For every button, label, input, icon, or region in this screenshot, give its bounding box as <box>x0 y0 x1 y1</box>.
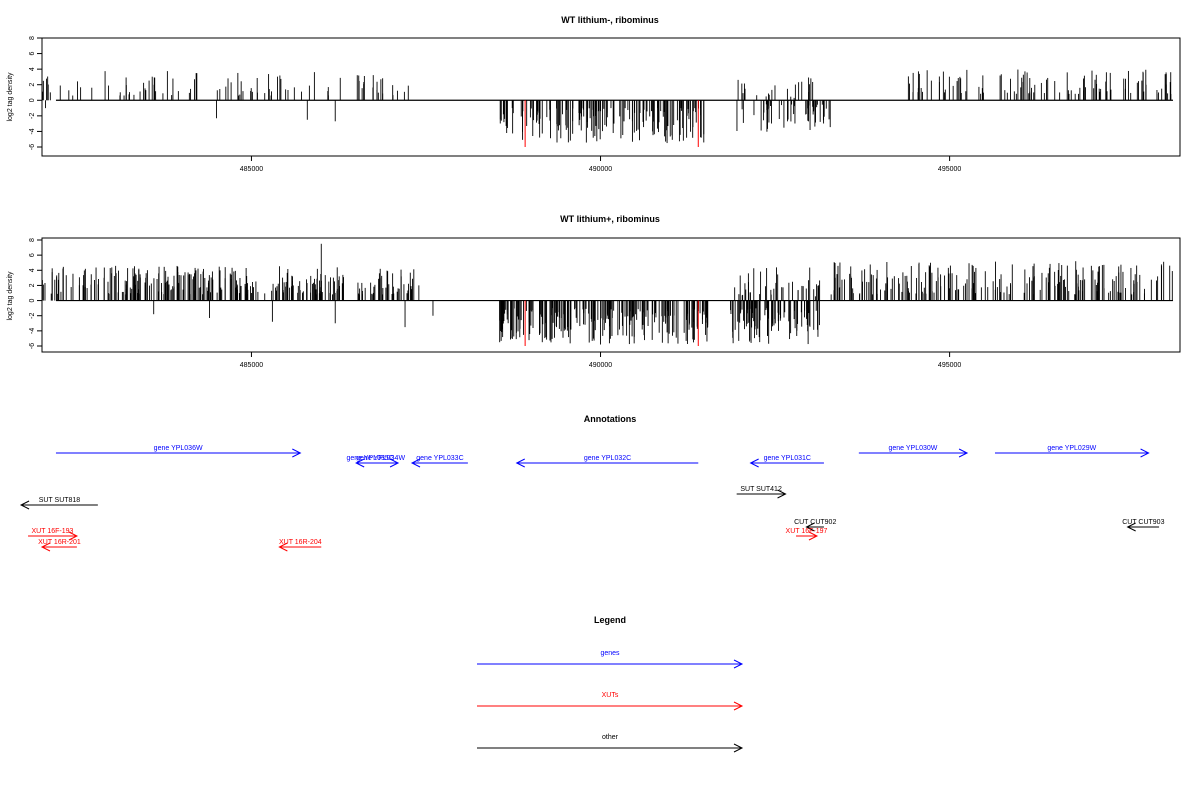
legend-item-other: other <box>477 734 744 753</box>
annotation-label: XUT 16R-201 <box>38 539 81 546</box>
annotation-label: XUT 16F-193 <box>32 528 74 535</box>
annotation-xut-16f-197: XUT 16F-197 <box>786 528 828 541</box>
annotation-label: gene YPL034W <box>356 455 405 462</box>
annotation-arrowhead <box>515 458 525 468</box>
annotation-arrowhead <box>1140 448 1150 458</box>
plot-frame <box>41 37 1181 157</box>
y-tick-label: 6 <box>29 253 36 257</box>
y-tick-label: 0 <box>29 98 36 102</box>
bar-series <box>41 243 1174 346</box>
x-tick-label: 485000 <box>240 362 263 369</box>
x-tick-label: 490000 <box>589 362 612 369</box>
annotation-arrowhead <box>40 542 51 552</box>
bar-series <box>42 69 1174 147</box>
x-tick-label: 495000 <box>938 166 961 173</box>
annotation-label: XUT 16F-197 <box>786 528 828 535</box>
legend-item-genes: genes <box>477 650 744 669</box>
annotation-gene-ypl036w: gene YPL036W <box>55 445 302 458</box>
annotation-label: gene YPL032C <box>584 455 631 462</box>
annotation-label: gene YPL031C <box>764 455 811 462</box>
y-tick-label: -6 <box>29 144 36 150</box>
annotation-arrowhead <box>278 542 288 552</box>
y-axis-label: log2 tag density <box>7 271 14 321</box>
track-panel-lithium-minus: WT lithium-, ribominus log2 tag density … <box>7 15 1181 173</box>
y-tick-label: -4 <box>29 128 36 134</box>
legend-title: Legend <box>594 615 626 625</box>
annotation-label: CUT CUT902 <box>794 519 836 526</box>
annotation-gene-ypl032c: gene YPL032C <box>515 455 699 468</box>
annotation-label: CUT CUT903 <box>1122 519 1164 526</box>
annotation-arrowhead <box>292 448 302 458</box>
y-tick-label: 8 <box>29 238 36 242</box>
y-tick-label: -6 <box>29 343 36 349</box>
annotation-label: gene YPL033C <box>416 455 463 462</box>
annotation-xut-16f-193: XUT 16F-193 <box>28 528 79 541</box>
legend-label: XUTs <box>602 692 619 699</box>
annotation-gene-ypl030w: gene YPL030W <box>858 445 969 458</box>
y-axis-label: log2 tag density <box>7 72 14 122</box>
y-tick-label: -4 <box>29 328 36 334</box>
annotation-label: SUT SUT412 <box>740 486 782 493</box>
annotation-label: gene YPL030W <box>888 445 937 452</box>
annotation-xut-16r-201: XUT 16R-201 <box>38 539 81 552</box>
annotation-arrowhead <box>68 531 79 541</box>
y-tick-label: 4 <box>29 67 36 71</box>
legend-label: other <box>602 734 619 741</box>
y-tick-label: 4 <box>29 268 36 272</box>
annotation-xut-16r-204: XUT 16R-204 <box>278 539 322 552</box>
annotation-arrowhead <box>749 458 759 468</box>
x-tick-label: 485000 <box>240 166 263 173</box>
annotations-title: Annotations <box>584 414 637 424</box>
annotation-arrowhead <box>355 458 365 468</box>
legend-arrowhead <box>733 743 744 753</box>
axes: -6 -4 -2 0 2 4 6 8 485000 490000 495000 <box>29 36 961 173</box>
annotation-gene-ypl033c: gene YPL033C <box>410 455 468 468</box>
annotation-label: gene YPL035C <box>346 455 393 462</box>
annotation-label: gene YPL036W <box>154 445 203 452</box>
annotation-gene-ypl029w: gene YPL029W <box>994 445 1150 458</box>
annotation-cut-cut902: CUT CUT902 <box>794 519 836 532</box>
legend-label: genes <box>600 650 620 657</box>
annotation-gene-ypl031c: gene YPL031C <box>749 455 824 468</box>
annotation-sut-sut412: SUT SUT412 <box>736 486 787 499</box>
annotation-arrowhead <box>958 448 969 458</box>
annotation-label: XUT 16R-204 <box>279 539 322 546</box>
axes: -6 -4 -2 0 2 4 6 8 485000 490000 495000 <box>29 238 961 369</box>
annotation-label: gene YPL029W <box>1047 445 1096 452</box>
annotation-arrowhead <box>19 500 30 510</box>
x-tick-label: 495000 <box>938 362 961 369</box>
track-panel-lithium-plus: WT lithium+, ribominus log2 tag density … <box>7 214 1181 369</box>
legend-item-xuts: XUTs <box>477 692 744 711</box>
annotation-gene-ypl035c: gene YPL035C <box>346 455 394 468</box>
annotation-arrowhead <box>410 458 421 468</box>
annotation-sut-sut818: SUT SUT818 <box>19 497 98 510</box>
y-tick-label: -2 <box>29 113 36 119</box>
y-tick-label: 2 <box>29 283 36 287</box>
annotation-label: SUT SUT818 <box>39 497 81 504</box>
legend-items: genes XUTs other <box>477 650 744 753</box>
legend-arrowhead <box>733 659 744 669</box>
y-tick-label: 0 <box>29 299 36 303</box>
panel-title: WT lithium+, ribominus <box>560 214 660 224</box>
annotation-arrowhead <box>777 489 787 499</box>
annotation-arrowhead <box>1126 522 1136 532</box>
annotation-cut-cut903: CUT CUT903 <box>1122 519 1165 532</box>
annotation-arrowhead <box>805 522 815 532</box>
annotation-arrowhead <box>808 531 819 541</box>
x-tick-label: 490000 <box>589 166 612 173</box>
y-tick-label: 2 <box>29 83 36 87</box>
y-tick-label: 8 <box>29 36 36 40</box>
legend: Legend genes XUTs other <box>477 615 744 753</box>
panel-title: WT lithium-, ribominus <box>561 15 659 25</box>
y-tick-label: 6 <box>29 52 36 56</box>
annotation-arrowhead <box>389 458 400 468</box>
legend-arrowhead <box>733 701 744 711</box>
y-tick-label: -2 <box>29 313 36 319</box>
